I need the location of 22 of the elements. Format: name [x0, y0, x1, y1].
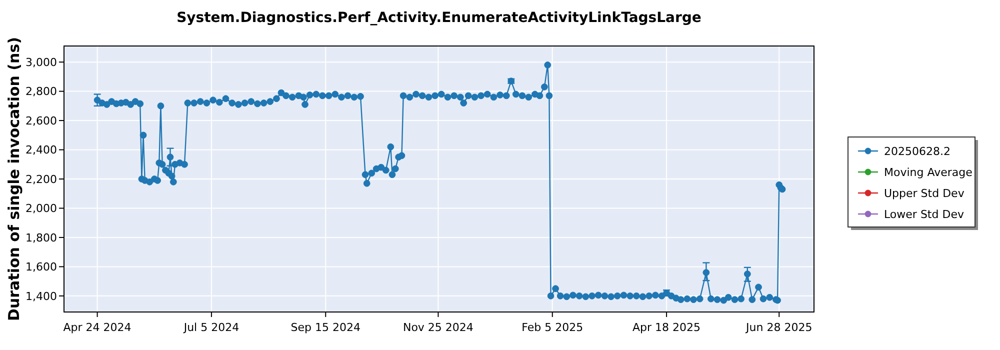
x-tick-label: Apr 24 2024 — [63, 321, 132, 334]
x-tick-label: Sep 15 2024 — [290, 321, 360, 334]
y-axis-title: Duration of single invocation (ns) — [5, 37, 23, 321]
y-tick-label: 2,400 — [26, 144, 57, 157]
y-tick-label: 2,600 — [26, 114, 57, 128]
x-tick-label: Jun 28 2025 — [745, 321, 812, 334]
y-tick-label: 2,800 — [26, 85, 57, 98]
y-tick-label: 2,200 — [26, 172, 57, 186]
x-tick-label: Apr 18 2025 — [632, 321, 701, 334]
y-tick-label: 1,600 — [26, 260, 57, 274]
legend-label: Upper Std Dev — [884, 186, 965, 200]
y-tick-label: 1,400 — [26, 290, 57, 303]
x-tick-label: Nov 25 2024 — [402, 321, 474, 334]
y-tick-label: 2,000 — [26, 202, 57, 216]
legend-label: Lower Std Dev — [884, 208, 964, 221]
y-tick-label: 1,800 — [26, 231, 57, 244]
x-tick-label: Feb 5 2025 — [522, 321, 584, 334]
legend-label: Moving Average — [884, 166, 973, 179]
chart-title: System.Diagnostics.Perf_Activity.EnumerateActivityLinkTagsLarge — [176, 10, 702, 26]
y-tick-label: 3,000 — [26, 56, 57, 69]
legend-label: 20250628.2 — [884, 144, 950, 158]
x-tick-label: Jul 5 2024 — [182, 321, 240, 334]
